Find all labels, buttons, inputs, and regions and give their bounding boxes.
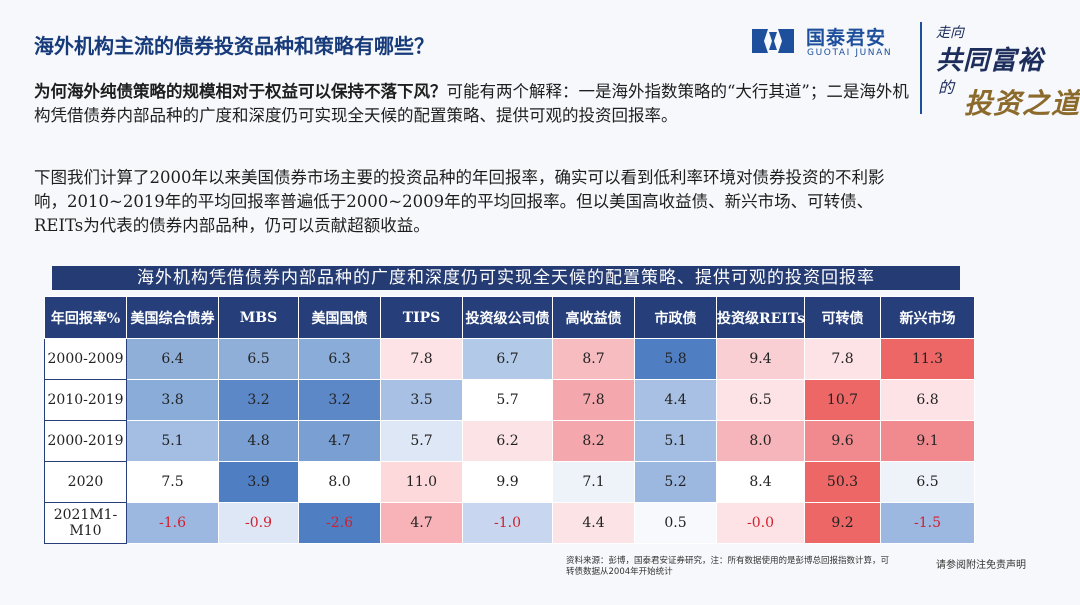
- logo-mark-icon: [752, 29, 794, 53]
- value-cell: 3.2: [218, 379, 299, 421]
- slogan-part-2: 共同富裕: [936, 46, 1045, 76]
- value-cell: 5.8: [634, 338, 717, 380]
- value-cell: 8.0: [716, 420, 805, 462]
- value-cell: 3.9: [218, 461, 299, 503]
- value-cell: 6.3: [298, 338, 381, 380]
- table-row: 2020 7.5 3.9 8.0 11.0 9.9 7.1 5.2 8.4 50.3 6.5: [44, 461, 975, 503]
- header-cell: 投资级REITs: [716, 296, 805, 339]
- value-cell: 0.5: [634, 502, 717, 544]
- header-cell: 新兴市场: [880, 296, 975, 339]
- value-cell: 7.8: [552, 379, 635, 421]
- header-cell: 投资级公司债: [462, 296, 553, 339]
- value-cell: 4.4: [552, 502, 635, 544]
- value-cell: -0.9: [218, 502, 299, 544]
- intro-question: 为何海外纯债策略的规模相对于权益可以保持不落下风？: [34, 82, 447, 101]
- value-cell: 9.2: [804, 502, 881, 544]
- value-cell: -1.5: [880, 502, 975, 544]
- value-cell: 8.2: [552, 420, 635, 462]
- header-cell: 美国国债: [298, 296, 381, 339]
- header-cell: 市政债: [634, 296, 717, 339]
- header-cell: TIPS: [380, 296, 463, 339]
- value-cell: 5.1: [126, 420, 219, 462]
- row-label: 2000-2009: [44, 338, 127, 380]
- value-cell: 6.5: [716, 379, 805, 421]
- value-cell: -1.6: [126, 502, 219, 544]
- header-cell: 美国综合债券: [126, 296, 219, 339]
- value-cell: 10.7: [804, 379, 881, 421]
- source-footnote: 资料来源：彭博，国泰君安证券研究，注：所有数据使用的是彭博总回报指数计算，可转债…: [566, 556, 890, 577]
- table-body: 2000-2009 6.4 6.5 6.3 7.8 6.7 8.7 5.8 9.4 7.8 11.3…: [44, 338, 975, 544]
- value-cell: 4.7: [298, 420, 381, 462]
- header-cell: 可转债: [804, 296, 881, 339]
- value-cell: 3.5: [380, 379, 463, 421]
- intro-answer: 可能有两个解释：一是海外指数策略的“大行其道”；二是海外机构凭借债券内部品种的广…: [34, 82, 909, 125]
- value-cell: 9.1: [880, 420, 975, 462]
- value-cell: 7.5: [126, 461, 219, 503]
- logo-english-name: GUOTAI JUNAN: [807, 48, 893, 58]
- page-title: 海外机构主流的债券投资品种和策略有哪些？: [34, 34, 434, 58]
- row-label: 2010-2019: [44, 379, 127, 421]
- row-label: 2000-2019: [44, 420, 127, 462]
- row-label: 2021M1-M10: [44, 502, 127, 544]
- value-cell: 6.5: [880, 461, 975, 503]
- header-cell: 高收益债: [552, 296, 635, 339]
- value-cell: 50.3: [804, 461, 881, 503]
- logo-chinese-name: 国泰君安: [806, 27, 887, 49]
- disclaimer-note: 请参阅附注免责声明: [936, 560, 1026, 571]
- value-cell: 6.5: [218, 338, 299, 380]
- value-cell: 5.2: [634, 461, 717, 503]
- value-cell: 4.8: [218, 420, 299, 462]
- slogan-part-3: 的: [938, 78, 955, 97]
- slogan: 走向 共同富裕 的 投资之道: [934, 20, 1079, 120]
- value-cell: 5.1: [634, 420, 717, 462]
- header-cell: 年回报率%: [44, 296, 127, 339]
- table-row: 2000-2019 5.1 4.8 4.7 5.7 6.2 8.2 5.1 8.0 9.6 9.1: [44, 420, 975, 462]
- value-cell: 9.9: [462, 461, 553, 503]
- intro-paragraph: 为何海外纯债策略的规模相对于权益可以保持不落下风？可能有两个解释：一是海外指数策…: [34, 80, 914, 128]
- company-logo: 国泰君安 GUOTAI JUNAN: [750, 22, 910, 62]
- value-cell: 11.0: [380, 461, 463, 503]
- value-cell: 3.2: [298, 379, 381, 421]
- value-cell: 8.0: [298, 461, 381, 503]
- value-cell: 9.4: [716, 338, 805, 380]
- value-cell: 7.8: [380, 338, 463, 380]
- value-cell: 7.1: [552, 461, 635, 503]
- analysis-paragraph: 下图我们计算了2000年以来美国债券市场主要的投资品种的年回报率，确实可以看到低…: [34, 168, 885, 235]
- table-row: 2010-2019 3.8 3.2 3.2 3.5 5.7 7.8 4.4 6.5 10.7 6.8: [44, 379, 975, 421]
- value-cell: -2.6: [298, 502, 381, 544]
- value-cell: 3.8: [126, 379, 219, 421]
- value-cell: 5.7: [462, 379, 553, 421]
- value-cell: 4.4: [634, 379, 717, 421]
- slogan-part-1: 走向: [936, 25, 964, 41]
- header-divider: [920, 22, 922, 114]
- table-row: 2021M1-M10 -1.6 -0.9 -2.6 4.7 -1.0 4.4 0.5 -0.0 9…: [44, 502, 975, 544]
- value-cell: 4.7: [380, 502, 463, 544]
- table-row: 2000-2009 6.4 6.5 6.3 7.8 6.7 8.7 5.8 9.4 7.8 11.3: [44, 338, 975, 380]
- value-cell: 6.8: [880, 379, 975, 421]
- value-cell: 9.6: [804, 420, 881, 462]
- value-cell: 8.7: [552, 338, 635, 380]
- value-cell: 6.7: [462, 338, 553, 380]
- value-cell: 8.4: [716, 461, 805, 503]
- returns-table: 年回报率% 美国综合债券 MBS 美国国债 TIPS 投资级公司债 高收益债 市…: [44, 296, 975, 544]
- header-cell: MBS: [218, 296, 299, 339]
- row-label: 2020: [44, 461, 127, 503]
- table-header-row: 年回报率% 美国综合债券 MBS 美国国债 TIPS 投资级公司债 高收益债 市…: [44, 296, 975, 339]
- value-cell: 5.7: [380, 420, 463, 462]
- value-cell: -1.0: [462, 502, 553, 544]
- value-cell: 6.2: [462, 420, 553, 462]
- value-cell: -0.0: [716, 502, 805, 544]
- value-cell: 6.4: [126, 338, 219, 380]
- slogan-part-4: 投资之道: [964, 87, 1080, 120]
- value-cell: 11.3: [880, 338, 975, 380]
- value-cell: 7.8: [804, 338, 881, 380]
- table-banner: 海外机构凭借债券内部品种的广度和深度仍可实现全天候的配置策略、提供可观的投资回报…: [52, 266, 960, 290]
